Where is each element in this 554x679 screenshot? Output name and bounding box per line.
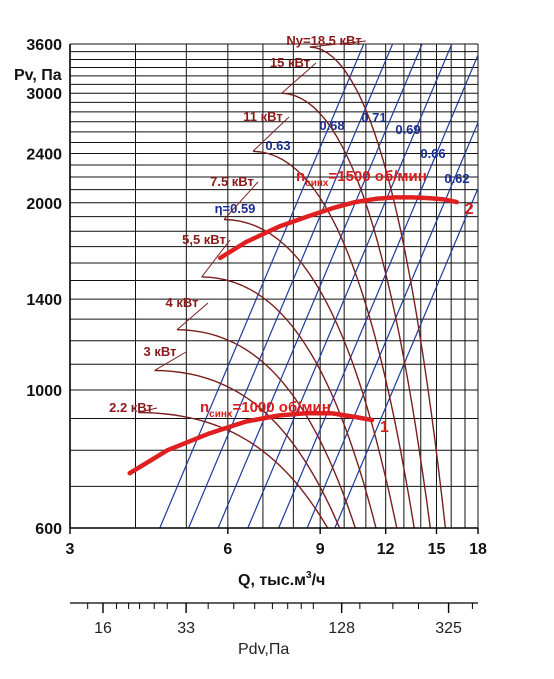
power-curve (252, 150, 415, 529)
power-label-leader (138, 407, 158, 414)
power-label-leader (201, 239, 231, 278)
power-label-leader (154, 351, 187, 371)
power-label-leader (281, 62, 317, 94)
fan-curve (127, 410, 375, 476)
power-curve (154, 369, 341, 529)
x-tick-label: 12 (377, 541, 395, 558)
y-tick-label: 2400 (26, 147, 62, 164)
power-curve (176, 329, 356, 529)
secondary-tick-label: 16 (94, 620, 112, 637)
secondary-axis: 16 33 128 325 (70, 602, 478, 637)
power-label: 4 кВт (166, 295, 199, 310)
efficiency-line (334, 188, 479, 529)
y-tick-label: 600 (35, 521, 62, 538)
power-label: 3 кВт (144, 344, 177, 359)
power-curves: 2.2 кВт 3 кВт 4 кВт 5,5 кВт 7.5 кВт 11 кВт 15 … (109, 33, 447, 529)
secondary-axis-label: Pdv,Па (238, 641, 289, 658)
series-number: 2 (465, 201, 474, 218)
x-tick-label: 6 (223, 541, 232, 558)
efficiency-lines: η=0.59 0.63 0.68 0.71 0.690.66 0.62 (159, 43, 479, 529)
efficiency-line (217, 43, 423, 529)
power-curve (223, 218, 398, 529)
y-tick-label: 2000 (26, 196, 62, 213)
power-curve (201, 276, 377, 529)
secondary-tick-label: 128 (328, 620, 355, 637)
power-label: 15 кВт (270, 55, 310, 70)
power-curve (281, 92, 431, 529)
series-curves: 1 nсинх=1000 об/мин 2 nсинх=1500 об/мин (127, 168, 474, 476)
x-tick-label: 9 (316, 541, 325, 558)
x-tick-label: 18 (469, 541, 487, 558)
fan-curve (217, 195, 460, 261)
speed-label: nсинх=1500 об/мин (296, 168, 427, 189)
power-curve (309, 46, 447, 529)
power-label-leader (252, 116, 290, 152)
efficiency-label: 0.68 (319, 118, 344, 133)
efficiency-line (306, 122, 479, 529)
x-tick-label: 15 (428, 541, 446, 558)
power-label: 11 кВт (243, 109, 282, 124)
efficiency-label: 0.63 (265, 138, 290, 153)
power-label: Ny=18.5 кВт (286, 33, 361, 48)
power-label-leader (223, 181, 259, 220)
y-axis-label: Pv, Па (14, 67, 62, 84)
efficiency-line (188, 43, 394, 529)
efficiency-line (278, 54, 479, 529)
power-label: 7.5 кВт (210, 174, 254, 189)
power-label: 5,5 кВт (182, 232, 226, 247)
efficiency-line (247, 43, 453, 529)
y-tick-label: 3600 (26, 37, 62, 54)
y-tick-label: 3000 (26, 86, 62, 103)
speed-label: nсинх=1000 об/мин (200, 399, 331, 420)
power-label: 2.2 кВт (109, 400, 153, 415)
power-label-leader (309, 40, 367, 48)
power-curve (138, 411, 329, 529)
secondary-tick-label: 33 (177, 620, 195, 637)
x-tick-label: 3 (66, 541, 75, 558)
x-axis-label: Q, тыс.м3/ч (238, 570, 325, 589)
efficiency-label: 0.62 (444, 171, 469, 186)
efficiency-label: 0.66 (420, 146, 445, 161)
y-tick-label: 1400 (26, 292, 62, 309)
series-number: 1 (380, 419, 389, 436)
efficiency-label: η=0.59 (215, 201, 256, 216)
efficiency-label: 0.69 (395, 122, 420, 137)
power-label-leader (176, 302, 209, 331)
secondary-tick-label: 325 (435, 620, 462, 637)
efficiency-label: 0.71 (361, 110, 386, 125)
y-tick-label: 1000 (26, 383, 62, 400)
